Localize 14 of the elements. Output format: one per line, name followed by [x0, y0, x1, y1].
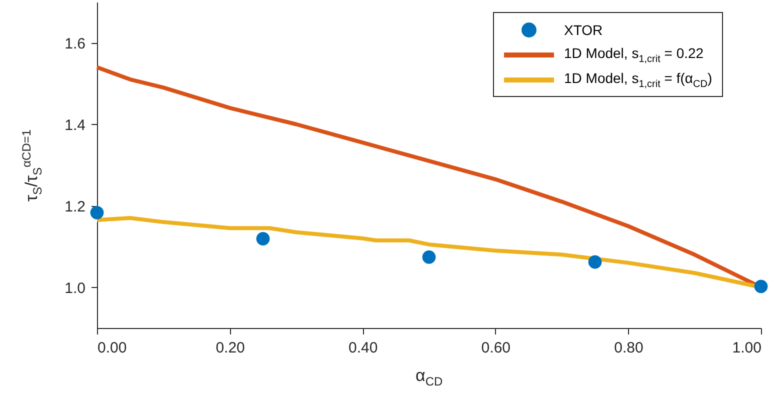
y-tick-label: 1.0: [64, 280, 86, 297]
y-tick-label: 1.6: [64, 35, 86, 52]
x-tick-label: 0.80: [614, 340, 644, 356]
x-tick-label: 0.60: [481, 340, 510, 356]
legend-label: 1D Model, s$_{1,crit}$ = 0.22: [564, 44, 704, 64]
y-tick-label: 1.2: [64, 198, 86, 216]
x-tick-label: 1.00: [732, 340, 762, 356]
x-tick-label: 0.00: [98, 340, 127, 356]
x-axis-title: α$_{CD}$: [416, 366, 443, 388]
y-tick-label: 1.4: [64, 116, 86, 134]
x-tick-label: 0.40: [348, 340, 378, 356]
legend-label: XTOR: [564, 22, 603, 38]
legend-label: 1D Model, s$_{1,crit}$ = f(α$_{CD}$): [564, 70, 712, 90]
x-tick-label: 0.20: [216, 340, 245, 356]
